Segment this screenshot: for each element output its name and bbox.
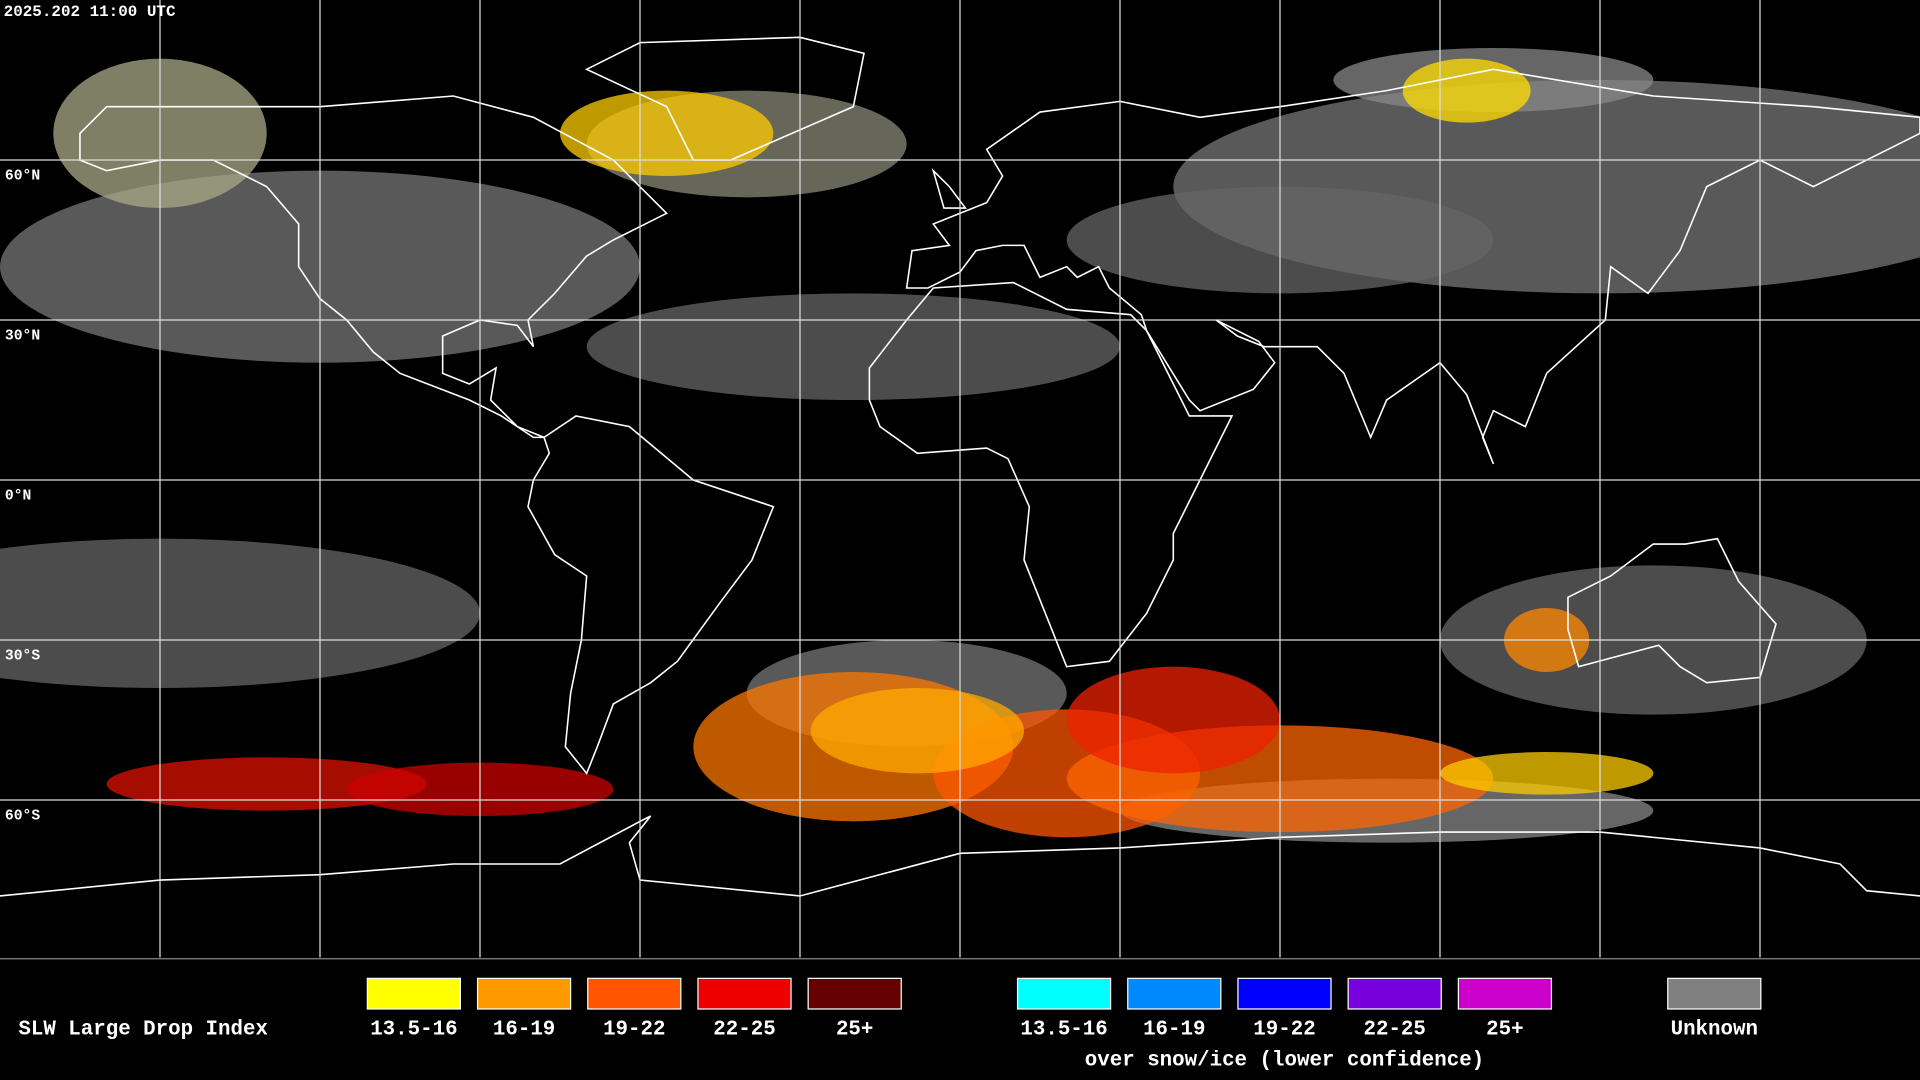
coastline bbox=[905, 68, 1920, 465]
legend-swatch bbox=[366, 977, 462, 1010]
legend-label: 22-25 bbox=[713, 1019, 775, 1042]
cloud-area bbox=[810, 688, 1024, 774]
legend-label: Unknown bbox=[1671, 1019, 1758, 1042]
legend-swatch bbox=[697, 977, 792, 1010]
legend-swatch bbox=[1457, 977, 1553, 1010]
coastline bbox=[931, 167, 967, 209]
timestamp: 2025.202 11:00 UTC bbox=[4, 3, 176, 21]
legend-label: 16-19 bbox=[493, 1019, 555, 1042]
cloud-area bbox=[586, 293, 1120, 401]
cloud-area bbox=[1440, 751, 1654, 795]
cloud-area bbox=[1402, 58, 1531, 123]
cloud-area bbox=[106, 757, 427, 811]
legend-label: 22-25 bbox=[1363, 1019, 1425, 1042]
latitude-label: 60°N bbox=[5, 169, 40, 185]
legend-swatch bbox=[476, 977, 572, 1010]
legend-title: SLW Large Drop Index bbox=[18, 1019, 268, 1042]
coastline bbox=[868, 281, 1234, 668]
cloud-area bbox=[0, 538, 480, 688]
legend-label: 13.5-16 bbox=[370, 1019, 457, 1042]
latitude-label: 30°N bbox=[5, 329, 40, 345]
legend-swatch bbox=[1347, 977, 1442, 1010]
legend-label: 25+ bbox=[836, 1019, 873, 1042]
legend-label: 16-19 bbox=[1143, 1019, 1205, 1042]
legend-swatch bbox=[587, 977, 682, 1010]
latitude-label: 0°N bbox=[5, 489, 31, 505]
legend-label: 19-22 bbox=[1253, 1019, 1315, 1042]
coastline bbox=[527, 415, 775, 775]
legend-caption: over snow/ice (lower confidence) bbox=[1085, 1049, 1484, 1072]
legend-swatch bbox=[807, 977, 902, 1010]
legend-swatch bbox=[1127, 977, 1222, 1010]
cloud-area bbox=[1066, 666, 1280, 774]
latitude-label: 30°S bbox=[5, 649, 40, 665]
latitude-labels: 60°N 30°N 0°N 30°S 60°S bbox=[5, 169, 40, 825]
legend: 13.5-16 16-19 19-22 22-25 25+ 13.5-16 16-19 19-… bbox=[366, 977, 1762, 1072]
legend-swatch bbox=[1016, 977, 1112, 1010]
graticule bbox=[0, 0, 1920, 958]
cloud-area bbox=[560, 90, 774, 176]
coastline bbox=[1567, 537, 1777, 684]
latitude-label: 60°S bbox=[5, 809, 40, 825]
legend-label: 19-22 bbox=[603, 1019, 665, 1042]
legend-label: 13.5-16 bbox=[1020, 1019, 1107, 1042]
legend-swatch bbox=[1237, 977, 1332, 1010]
legend-swatch bbox=[1667, 977, 1762, 1010]
legend-label: 25+ bbox=[1486, 1019, 1523, 1042]
